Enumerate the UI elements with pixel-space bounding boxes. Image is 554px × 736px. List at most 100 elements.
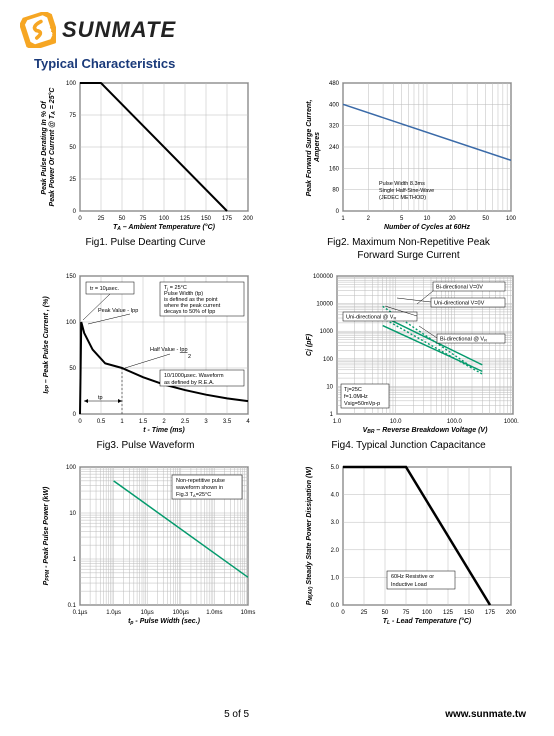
section-title: Typical Characteristics xyxy=(34,56,534,71)
svg-text:1.0: 1.0 xyxy=(332,419,341,425)
svg-text:1.0µs: 1.0µs xyxy=(106,610,121,616)
fig5-chart: 0.1µs1.0µs10µs100µs1.0ms10ms0.1110100 No… xyxy=(36,459,256,629)
svg-text:125: 125 xyxy=(179,216,190,222)
svg-text:100: 100 xyxy=(65,465,76,471)
fig1-chart: 02550751001251501752000255075100 TA – Am… xyxy=(36,75,256,235)
svg-text:Bi-directional V=0V: Bi-directional V=0V xyxy=(436,285,483,291)
svg-text:25: 25 xyxy=(360,610,367,616)
svg-text:175: 175 xyxy=(221,216,232,222)
svg-text:4: 4 xyxy=(246,419,250,425)
svg-text:0: 0 xyxy=(78,216,82,222)
svg-text:100: 100 xyxy=(505,216,516,222)
page-footer: 5 of 5 www.sunmate.tw xyxy=(0,709,554,720)
svg-text:1000: 1000 xyxy=(319,329,333,335)
fig2-caption: Fig2. Maximum Non-Repetitive PeakForward… xyxy=(327,237,490,262)
svg-text:80: 80 xyxy=(332,188,339,194)
fig2-xlabel: Number of Cycles at 60Hz xyxy=(384,224,470,231)
fig4-block: 1.010.0100.01000.0110100100010000100000 … xyxy=(291,268,526,453)
svg-text:0.1µs: 0.1µs xyxy=(72,610,87,616)
svg-text:5.0: 5.0 xyxy=(330,465,339,471)
fig2-ylabel: Peak Forward Surge Current, Amperes xyxy=(306,98,321,197)
fig1-caption: Fig1. Pulse Dearting Curve xyxy=(85,237,205,250)
svg-text:320: 320 xyxy=(328,124,339,130)
svg-text:150: 150 xyxy=(200,216,211,222)
svg-text:100: 100 xyxy=(65,81,76,87)
svg-text:5: 5 xyxy=(400,216,404,222)
svg-text:3.5: 3.5 xyxy=(222,419,231,425)
svg-text:50: 50 xyxy=(69,145,76,151)
svg-text:1: 1 xyxy=(341,216,345,222)
fig3-peak-note: Peak Value - Ipp xyxy=(98,308,138,314)
fig6-chart: 02550751001251501752000.01.02.03.04.05.0… xyxy=(299,459,519,629)
svg-text:1000.0: 1000.0 xyxy=(503,419,518,425)
fig3-tp-note: tp xyxy=(98,395,103,401)
svg-text:10: 10 xyxy=(423,216,430,222)
svg-text:1: 1 xyxy=(329,412,333,418)
svg-text:25: 25 xyxy=(97,216,104,222)
svg-text:3: 3 xyxy=(204,419,208,425)
svg-text:25: 25 xyxy=(69,177,76,183)
svg-text:4.0: 4.0 xyxy=(330,492,339,498)
svg-text:10: 10 xyxy=(69,511,76,517)
fig6-block: 02550751001251501752000.01.02.03.04.05.0… xyxy=(291,459,526,629)
page-number: 5 of 5 xyxy=(224,709,249,720)
svg-text:100: 100 xyxy=(322,357,333,363)
svg-text:75: 75 xyxy=(139,216,146,222)
svg-text:10µs: 10µs xyxy=(140,610,153,616)
fig4-ylabel: Cj (pF) xyxy=(306,333,313,356)
brand-header: SUNMATE xyxy=(20,12,534,48)
fig4-xlabel: VBR – Reverse Breakdown Voltage (V) xyxy=(362,427,488,435)
svg-text:100000: 100000 xyxy=(312,274,333,280)
svg-text:1: 1 xyxy=(72,557,76,563)
svg-text:50: 50 xyxy=(381,610,388,616)
svg-text:100: 100 xyxy=(421,610,432,616)
fig4-chart: 1.010.0100.01000.0110100100010000100000 … xyxy=(299,268,519,438)
fig6-ylabel: PM(AV) Steady State Power Dissipation (W… xyxy=(306,466,314,605)
svg-text:75: 75 xyxy=(402,610,409,616)
brand-name: SUNMATE xyxy=(62,17,176,43)
site-url: www.sunmate.tw xyxy=(445,709,526,720)
svg-text:200: 200 xyxy=(242,216,253,222)
fig3-chart: 00.511.522.533.54050100150 tr = 10µsec. … xyxy=(36,268,256,438)
svg-text:0.0: 0.0 xyxy=(330,603,339,609)
svg-text:1.0: 1.0 xyxy=(330,575,339,581)
svg-text:100.0: 100.0 xyxy=(446,419,462,425)
svg-text:0: 0 xyxy=(78,419,82,425)
svg-text:100: 100 xyxy=(65,320,76,326)
svg-text:240: 240 xyxy=(328,145,339,151)
svg-text:3.0: 3.0 xyxy=(330,520,339,526)
svg-text:0: 0 xyxy=(72,412,76,418)
fig6-xlabel: TL - Lead Temperature (°C) xyxy=(382,617,471,626)
charts-grid: 02550751001251501752000255075100 TA – Am… xyxy=(20,75,534,629)
svg-text:75: 75 xyxy=(69,113,76,119)
svg-text:2: 2 xyxy=(366,216,370,222)
fig4-caption: Fig4. Typical Junction Capacitance xyxy=(331,440,485,453)
svg-text:200: 200 xyxy=(505,610,516,616)
fig3-ylabel: IPP – Peak Pulse Current , (%) xyxy=(43,296,51,394)
svg-text:0: 0 xyxy=(72,209,76,215)
svg-text:125: 125 xyxy=(442,610,453,616)
fig5-block: 0.1µs1.0µs10µs100µs1.0ms10ms0.1110100 No… xyxy=(28,459,263,629)
svg-text:10ms: 10ms xyxy=(240,610,255,616)
svg-text:10.0: 10.0 xyxy=(389,419,401,425)
svg-text:Uni-directional @ VR: Uni-directional @ VR xyxy=(346,315,396,321)
svg-text:2.5: 2.5 xyxy=(180,419,189,425)
fig3-tr-note: tr = 10µsec. xyxy=(90,286,119,292)
svg-text:150: 150 xyxy=(65,274,76,280)
svg-text:0.5: 0.5 xyxy=(96,419,105,425)
svg-text:160: 160 xyxy=(328,166,339,172)
svg-text:20: 20 xyxy=(448,216,455,222)
svg-text:10: 10 xyxy=(326,384,333,390)
fig3-half-note: Half Value - Ipp xyxy=(150,347,188,353)
svg-text:2: 2 xyxy=(188,354,191,360)
svg-text:100: 100 xyxy=(158,216,169,222)
fig3-caption: Fig3. Pulse Waveform xyxy=(97,440,195,453)
svg-text:400: 400 xyxy=(328,102,339,108)
svg-text:100µs: 100µs xyxy=(172,610,188,616)
svg-text:0: 0 xyxy=(341,610,345,616)
svg-text:2: 2 xyxy=(162,419,166,425)
svg-text:1.5: 1.5 xyxy=(138,419,147,425)
brand-logo-icon xyxy=(20,12,56,48)
fig2-block: 125102050100080160240320400480 Pulse Wid… xyxy=(291,75,526,262)
svg-text:480: 480 xyxy=(328,81,339,87)
